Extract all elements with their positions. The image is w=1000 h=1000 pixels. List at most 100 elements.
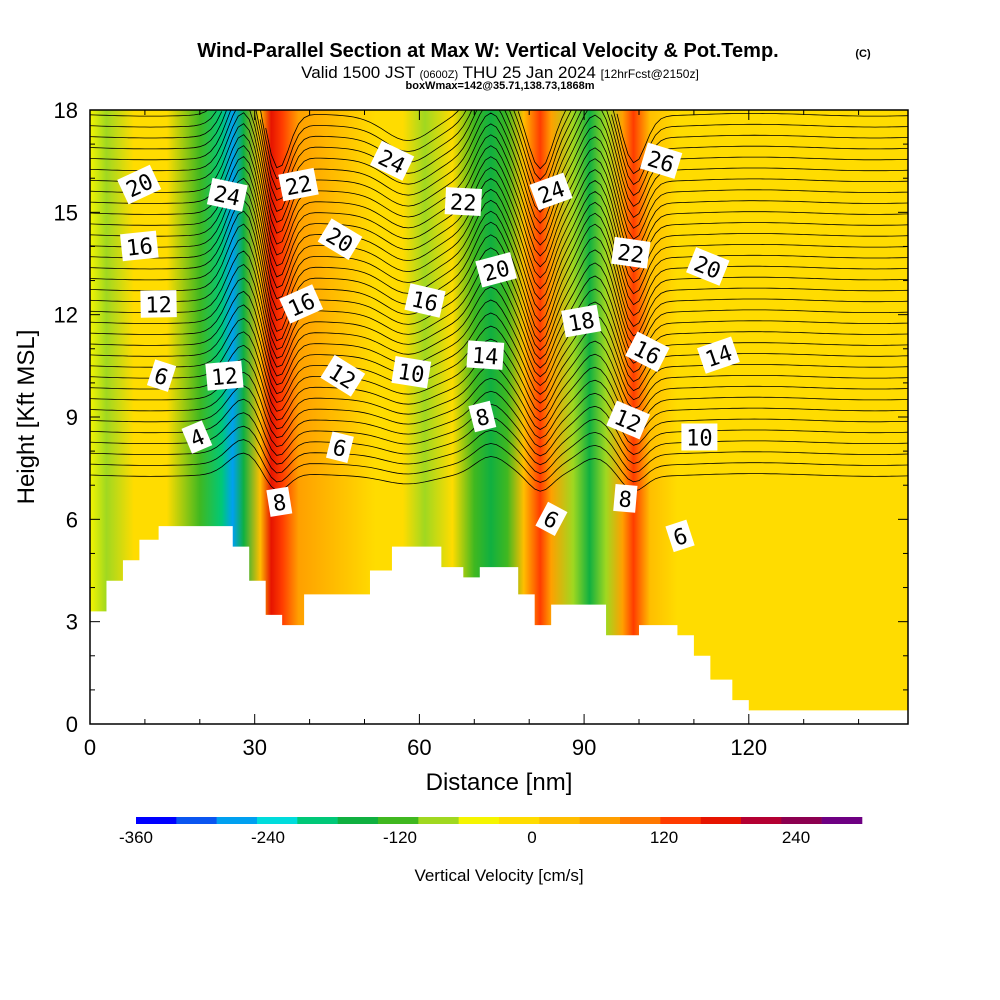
theta-contour-line	[90, 317, 908, 404]
theta-label-bg	[206, 177, 248, 212]
theta-label-text: 12	[210, 364, 239, 391]
x-tick-label: 0	[84, 735, 96, 760]
x-axis-title: Distance [nm]	[426, 769, 573, 796]
theta-contour-line	[90, 110, 908, 224]
colorbar-swatch	[458, 817, 500, 824]
colorbar-tick-label: -240	[251, 828, 285, 847]
y-tick-label: 6	[66, 507, 78, 532]
theta-label: 4	[181, 420, 213, 454]
valid-time-utc: (0600Z)	[420, 69, 459, 81]
theta-label-bg	[475, 252, 518, 288]
y-axis-title: Height [Kft MSL]	[13, 330, 40, 505]
y-tick-label: 0	[66, 712, 78, 737]
theta-label-text: 12	[145, 293, 172, 318]
colorbar-swatch	[176, 817, 217, 824]
theta-label: 10	[681, 423, 718, 452]
theta-label: 20	[686, 247, 730, 286]
theta-label-text: 18	[566, 308, 596, 337]
y-tick-label: 9	[66, 405, 78, 430]
theta-contour-line	[90, 236, 908, 351]
theta-label: 16	[120, 230, 159, 262]
chart-title: Wind-Parallel Section at Max W: Vertical…	[197, 40, 778, 62]
theta-label-bg	[529, 172, 573, 211]
theta-label: 24	[206, 177, 248, 212]
theta-label-bg	[325, 431, 354, 463]
theta-label: 6	[146, 359, 177, 392]
theta-contour-line	[90, 439, 908, 483]
theta-label-bg	[140, 290, 177, 318]
theta-label: 6	[535, 501, 568, 536]
theta-label-bg	[686, 247, 730, 286]
colorbar-swatch	[539, 817, 580, 824]
theta-label-bg	[468, 400, 497, 433]
theta-contour-line	[90, 112, 908, 235]
theta-contour-line	[90, 110, 908, 181]
colorbar-tick-label: 240	[782, 828, 810, 847]
colorbar-tick-label: 120	[650, 828, 678, 847]
theta-label-bg	[181, 420, 213, 454]
theta-label-bg	[466, 340, 505, 370]
theta-contour-line	[90, 210, 908, 333]
colorbar-tick-label: 0	[527, 828, 536, 847]
theta-label: 22	[444, 187, 483, 217]
theta-label-bg	[205, 360, 244, 391]
theta-label: 14	[466, 340, 505, 371]
theta-label-text: 24	[211, 182, 242, 212]
valid-date: THU 25 Jan 2024	[463, 63, 596, 82]
colorbar-tick-label: -120	[383, 828, 417, 847]
colorbar-swatch	[499, 817, 540, 824]
theta-label: 16	[404, 283, 446, 318]
theta-label-bg	[665, 519, 695, 553]
theta-label-bg	[370, 140, 415, 181]
theta-label-text: 14	[471, 344, 499, 371]
colorbar-swatch	[781, 817, 822, 824]
x-tick-label: 30	[242, 735, 266, 760]
terrain	[90, 526, 908, 724]
theta-label-text: 10	[396, 360, 426, 389]
theta-label: 24	[529, 172, 573, 211]
theta-label: 22	[278, 167, 319, 202]
theta-label: 6	[665, 519, 695, 553]
x-tick-label: 90	[572, 735, 596, 760]
theta-label-bg	[613, 483, 638, 513]
copyright-mark: (C)	[855, 48, 871, 60]
colorbar-swatch	[741, 817, 782, 824]
theta-label-text: 22	[616, 241, 646, 269]
valid-time-subtitle: Valid 1500 JST (0600Z) THU 25 Jan 2024 […	[301, 63, 699, 82]
theta-label-bg	[625, 331, 670, 372]
theta-contour-line	[90, 385, 908, 448]
theta-label-text: 6	[330, 435, 349, 462]
theta-label-bg	[391, 356, 432, 389]
theta-label-text: 22	[449, 190, 477, 216]
theta-label-bg	[117, 164, 162, 205]
theta-label-bg	[320, 354, 366, 397]
theta-label: 8	[266, 486, 293, 517]
theta-label-text: 8	[473, 405, 492, 432]
theta-label: 12	[205, 360, 244, 391]
colorbar-title: Vertical Velocity [cm/s]	[414, 866, 583, 885]
colorbar-tick-label: -360	[119, 828, 153, 847]
theta-label: 12	[140, 290, 177, 319]
x-tick-label: 120	[730, 735, 767, 760]
theta-contour-line	[90, 199, 908, 322]
theta-label-bg	[266, 486, 293, 517]
theta-label-bg	[697, 336, 740, 374]
colorbar-swatch	[297, 817, 338, 824]
y-tick-label: 18	[54, 98, 78, 123]
colorbar-swatch	[257, 817, 298, 824]
y-tick-label: 15	[54, 200, 78, 225]
theta-contour-line	[90, 177, 908, 301]
colorbar-swatch	[821, 817, 863, 824]
colorbar-swatch	[418, 817, 459, 824]
x-axis: 0 30 60 90 120	[84, 110, 860, 760]
theta-label: 20	[117, 164, 162, 205]
theta-label-text: 16	[125, 234, 154, 262]
theta-label: 8	[613, 483, 638, 513]
theta-label-text: 22	[283, 172, 314, 202]
theta-label-bg	[404, 283, 446, 318]
theta-contours	[90, 110, 908, 492]
colorbar-swatch	[579, 817, 621, 824]
